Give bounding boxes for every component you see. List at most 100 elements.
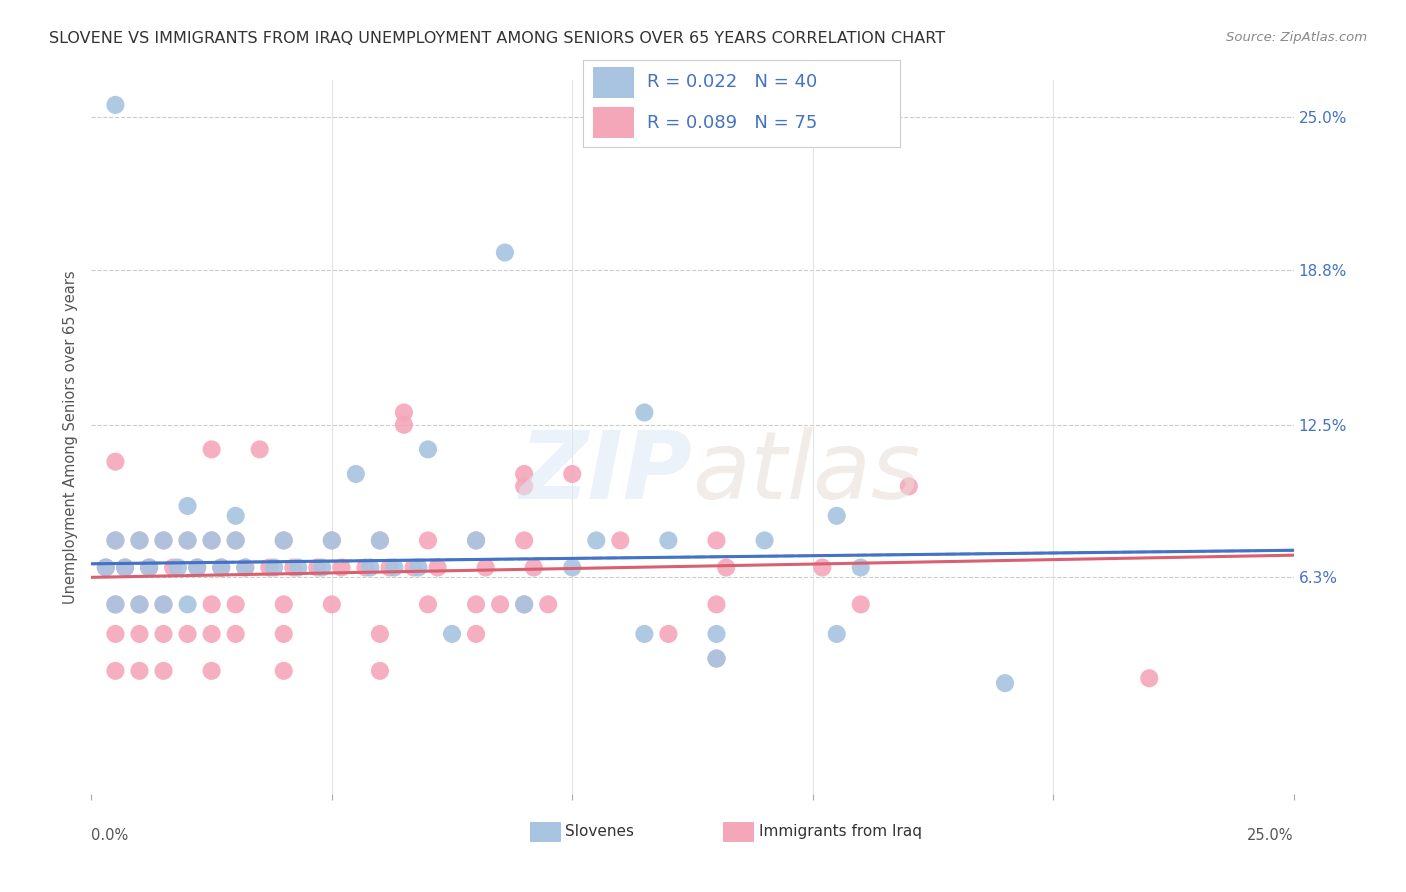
- Point: [128, 598, 150, 612]
- Text: 0.0%: 0.0%: [91, 828, 128, 843]
- Point: [849, 560, 872, 574]
- Point: [209, 560, 232, 574]
- Point: [128, 664, 150, 678]
- Point: [283, 560, 305, 574]
- Point: [114, 560, 136, 574]
- Point: [152, 598, 174, 612]
- Point: [201, 533, 224, 548]
- Point: [849, 598, 872, 612]
- Point: [561, 560, 583, 574]
- Point: [706, 533, 728, 548]
- Point: [321, 598, 343, 612]
- Point: [114, 560, 136, 574]
- Point: [706, 598, 728, 612]
- Point: [402, 560, 425, 574]
- Point: [162, 560, 184, 574]
- Text: SLOVENE VS IMMIGRANTS FROM IRAQ UNEMPLOYMENT AMONG SENIORS OVER 65 YEARS CORRELA: SLOVENE VS IMMIGRANTS FROM IRAQ UNEMPLOY…: [49, 31, 945, 46]
- Text: R = 0.022   N = 40: R = 0.022 N = 40: [647, 73, 817, 92]
- Point: [176, 499, 198, 513]
- Point: [359, 560, 381, 574]
- Text: Source: ZipAtlas.com: Source: ZipAtlas.com: [1226, 31, 1367, 45]
- Point: [225, 533, 247, 548]
- Point: [311, 560, 333, 574]
- Point: [176, 627, 198, 641]
- Point: [368, 664, 391, 678]
- Point: [94, 560, 117, 574]
- Point: [128, 627, 150, 641]
- Bar: [593, 107, 634, 138]
- Point: [233, 560, 256, 574]
- Point: [426, 560, 449, 574]
- Point: [225, 627, 247, 641]
- Bar: [593, 67, 634, 98]
- Point: [273, 533, 295, 548]
- Point: [706, 651, 728, 665]
- Point: [138, 560, 160, 574]
- Text: 25.0%: 25.0%: [1247, 828, 1294, 843]
- Point: [104, 664, 127, 678]
- Point: [416, 442, 439, 457]
- Point: [474, 560, 496, 574]
- Point: [537, 598, 560, 612]
- Point: [706, 651, 728, 665]
- Point: [633, 405, 655, 419]
- Point: [392, 405, 415, 419]
- Point: [392, 417, 415, 432]
- Point: [513, 533, 536, 548]
- Point: [273, 627, 295, 641]
- Point: [321, 533, 343, 548]
- Point: [104, 598, 127, 612]
- Point: [465, 627, 488, 641]
- Point: [354, 560, 377, 574]
- Point: [440, 627, 463, 641]
- Point: [128, 598, 150, 612]
- Point: [128, 533, 150, 548]
- Point: [825, 508, 848, 523]
- Point: [382, 560, 405, 574]
- Point: [273, 598, 295, 612]
- Point: [152, 533, 174, 548]
- Point: [104, 627, 127, 641]
- Point: [1137, 671, 1160, 685]
- Point: [489, 598, 512, 612]
- Point: [513, 479, 536, 493]
- Point: [167, 560, 190, 574]
- Text: ZIP: ZIP: [520, 426, 692, 519]
- Point: [225, 598, 247, 612]
- Point: [104, 598, 127, 612]
- Point: [186, 560, 208, 574]
- Point: [233, 560, 256, 574]
- Point: [225, 533, 247, 548]
- Point: [321, 533, 343, 548]
- Point: [152, 533, 174, 548]
- Point: [176, 598, 198, 612]
- Point: [368, 627, 391, 641]
- Point: [104, 455, 127, 469]
- Text: R = 0.089   N = 75: R = 0.089 N = 75: [647, 113, 817, 132]
- Point: [657, 533, 679, 548]
- Point: [104, 98, 127, 112]
- Point: [263, 560, 285, 574]
- Point: [249, 442, 271, 457]
- Point: [225, 508, 247, 523]
- Point: [416, 598, 439, 612]
- Point: [94, 560, 117, 574]
- Y-axis label: Unemployment Among Seniors over 65 years: Unemployment Among Seniors over 65 years: [63, 270, 79, 604]
- Point: [897, 479, 920, 493]
- Point: [128, 533, 150, 548]
- Point: [513, 467, 536, 481]
- Point: [416, 533, 439, 548]
- Point: [152, 598, 174, 612]
- Point: [104, 533, 127, 548]
- Point: [259, 560, 281, 574]
- Point: [209, 560, 232, 574]
- Text: Immigrants from Iraq: Immigrants from Iraq: [759, 824, 922, 838]
- Point: [186, 560, 208, 574]
- Point: [714, 560, 737, 574]
- Point: [561, 467, 583, 481]
- Point: [176, 533, 198, 548]
- Point: [201, 533, 224, 548]
- Point: [465, 533, 488, 548]
- Point: [287, 560, 309, 574]
- Point: [465, 533, 488, 548]
